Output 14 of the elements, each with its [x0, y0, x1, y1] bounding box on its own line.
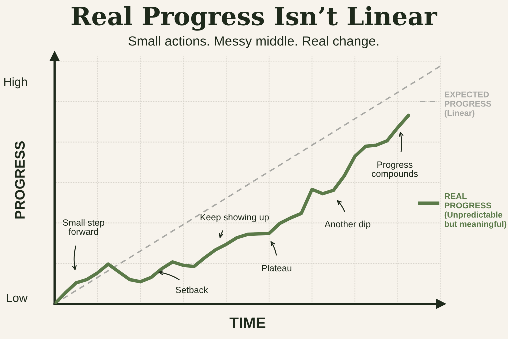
x-axis-title: TIME	[230, 318, 266, 328]
annotation: Keep showing up	[200, 214, 270, 222]
annotation: Progress compounds	[372, 162, 418, 179]
y-axis-title: PROGRESS	[15, 142, 26, 219]
annotation: Another dip	[324, 220, 371, 230]
legend-label: EXPECTED PROGRESS (Linear)	[444, 92, 492, 118]
chart-subtitle: Small actions. Messy middle. Real change.	[128, 36, 379, 49]
annotation: Plateau	[262, 264, 292, 272]
legend-label: REAL PROGRESS (Unpredictable but meaningful)	[444, 194, 507, 229]
text: Low	[7, 294, 28, 302]
annotation: Setback	[176, 286, 208, 294]
text: High	[4, 78, 28, 89]
annotation: Small step forward	[63, 219, 105, 236]
chart-title: Real Progress Isn’t Linear	[72, 6, 438, 31]
